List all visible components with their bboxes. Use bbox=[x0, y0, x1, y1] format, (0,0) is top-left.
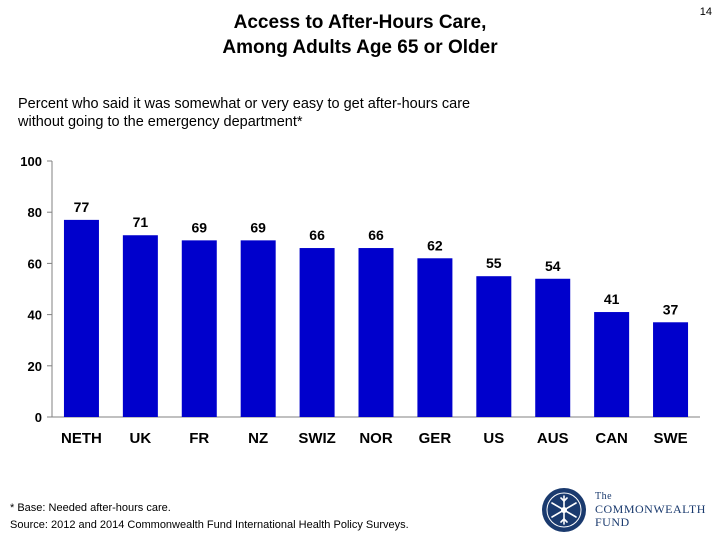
data-label: 54 bbox=[545, 258, 561, 274]
data-label: 62 bbox=[427, 237, 443, 253]
data-label: 77 bbox=[74, 199, 90, 215]
y-tick-label: 60 bbox=[28, 256, 42, 271]
commonwealth-fund-logo: The COMMONWEALTH FUND bbox=[540, 486, 715, 534]
chart-title: Access to After-Hours Care, Among Adults… bbox=[0, 10, 720, 60]
y-tick-label: 80 bbox=[28, 205, 42, 220]
bar-chart: 0 20 40 60 80 100 77 NETH 71 UK 69 FR 69 NZ 66 SWIZ 66 NO… bbox=[20, 154, 700, 447]
footnote: * Base: Needed after-hours care. Source:… bbox=[10, 500, 409, 534]
data-label: 69 bbox=[250, 219, 266, 235]
logo-wordmark: The COMMONWEALTH FUND bbox=[595, 490, 706, 529]
y-tick-label: 40 bbox=[28, 308, 42, 323]
bar-uk bbox=[122, 235, 158, 417]
bar-can bbox=[594, 312, 630, 417]
x-tick-label: NETH bbox=[61, 430, 102, 447]
data-label: 66 bbox=[309, 227, 325, 243]
x-tick-label: CAN bbox=[595, 430, 628, 447]
y-tick-label: 100 bbox=[20, 154, 42, 169]
y-tick-label: 0 bbox=[35, 410, 42, 425]
bar-fr bbox=[181, 240, 217, 417]
footnote-source: Source: 2012 and 2014 Commonwealth Fund … bbox=[10, 519, 409, 531]
data-label: 69 bbox=[191, 219, 207, 235]
chart-title-line-2: Among Adults Age 65 or Older bbox=[222, 37, 498, 58]
bar-ger bbox=[417, 258, 453, 417]
x-tick-label: GER bbox=[419, 430, 452, 447]
data-label: 37 bbox=[663, 301, 679, 317]
chart-subtitle-line-1: Percent who said it was somewhat or very… bbox=[18, 96, 471, 112]
bar-swe bbox=[653, 322, 689, 417]
footnote-base: * Base: Needed after-hours care. bbox=[10, 502, 171, 514]
logo-line-1: The bbox=[595, 491, 613, 502]
bar-swiz bbox=[299, 248, 335, 417]
x-tick-label: AUS bbox=[537, 430, 569, 447]
bar-neth bbox=[63, 219, 99, 417]
data-label: 66 bbox=[368, 227, 384, 243]
bar-aus bbox=[535, 278, 571, 417]
x-tick-label: NZ bbox=[248, 430, 268, 447]
chart-title-line-1: Access to After-Hours Care, bbox=[233, 12, 487, 33]
x-tick-label: UK bbox=[130, 430, 152, 447]
page-number: 14 bbox=[699, 6, 712, 18]
x-tick-label: US bbox=[483, 430, 504, 447]
logo-line-3: FUND bbox=[595, 515, 630, 529]
data-label: 41 bbox=[604, 291, 620, 307]
bar-nz bbox=[240, 240, 276, 417]
x-tick-label: FR bbox=[189, 430, 209, 447]
logo-line-2: COMMONWEALTH bbox=[595, 502, 706, 516]
data-label: 55 bbox=[486, 255, 502, 271]
bar-us bbox=[476, 276, 512, 417]
snowflake-seal-icon bbox=[542, 488, 586, 532]
x-tick-label: SWIZ bbox=[298, 430, 336, 447]
bar-nor bbox=[358, 248, 394, 417]
y-tick-label: 20 bbox=[28, 359, 42, 374]
x-tick-label: NOR bbox=[359, 430, 393, 447]
x-tick-label: SWE bbox=[653, 430, 687, 447]
chart-subtitle: Percent who said it was somewhat or very… bbox=[18, 95, 578, 131]
data-label: 71 bbox=[133, 214, 149, 230]
chart-subtitle-line-2: without going to the emergency departmen… bbox=[18, 114, 303, 130]
